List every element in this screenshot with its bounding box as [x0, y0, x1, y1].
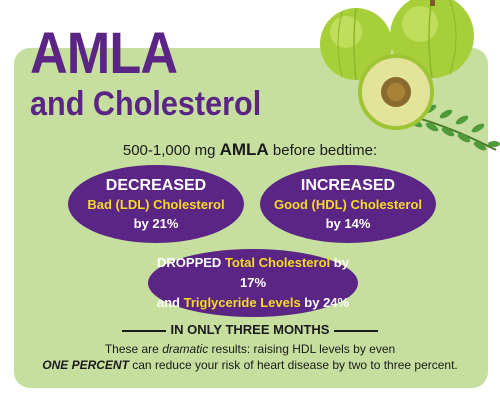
amla-fruit-illustration [320, 0, 500, 151]
title-subtitle: and Cholesterol [30, 85, 262, 123]
timeframe-text: IN ONLY THREE MONTHS [170, 322, 330, 337]
total-line-2: and Triglyceride Levels by 24% [157, 293, 349, 313]
intro-amla: AMLA [219, 140, 269, 159]
note-l2-emphasis: ONE PERCENT [42, 358, 129, 372]
note-line-1: These are dramatic results: raising HDL … [0, 341, 500, 357]
triglyceride-label: Triglyceride Levels [183, 295, 301, 310]
ldl-label: Bad (LDL) Cholesterol [87, 196, 225, 212]
ldl-result-badge: DECREASED Bad (LDL) Cholesterol by 21% [68, 165, 244, 243]
note-l1-emphasis: dramatic [162, 342, 209, 356]
total-label: Total Cholesterol [224, 255, 331, 270]
left-divider [121, 329, 166, 332]
dosage-intro: 500-1,000 mg AMLA before bedtime: [0, 140, 500, 160]
note-l1-a: These are [104, 342, 163, 356]
intro-prefix: 500-1,000 mg [122, 142, 220, 159]
title-amla: AMLA [30, 21, 178, 86]
ldl-change: by 21% [133, 215, 179, 231]
hdl-label: Good (HDL) Cholesterol [273, 196, 423, 212]
total-line-1: DROPPED Total Cholesterol by 17% [148, 253, 358, 293]
total-prefix: DROPPED [157, 255, 225, 270]
ldl-heading: DECREASED [105, 176, 207, 194]
triglyceride-prefix: and [156, 295, 184, 310]
sliced-fruit [358, 54, 434, 130]
hdl-result-badge: INCREASED Good (HDL) Cholesterol by 14% [260, 165, 436, 243]
note-line-2: ONE PERCENT can reduce your risk of hear… [0, 357, 500, 373]
total-result-badge: DROPPED Total Cholesterol by 17% and Tri… [148, 249, 358, 317]
note-l1-b: results: raising HDL levels by even [208, 342, 396, 356]
total-change: by 17% [239, 255, 349, 290]
timeframe-banner: IN ONLY THREE MONTHS [0, 322, 500, 337]
intro-suffix: before bedtime: [268, 142, 378, 159]
note-l2-b: can reduce your risk of heart disease by… [128, 358, 458, 372]
hdl-change: by 14% [325, 215, 371, 231]
hdl-heading: INCREASED [300, 176, 396, 194]
right-divider [334, 329, 379, 332]
triglyceride-change: by 24% [300, 295, 350, 310]
